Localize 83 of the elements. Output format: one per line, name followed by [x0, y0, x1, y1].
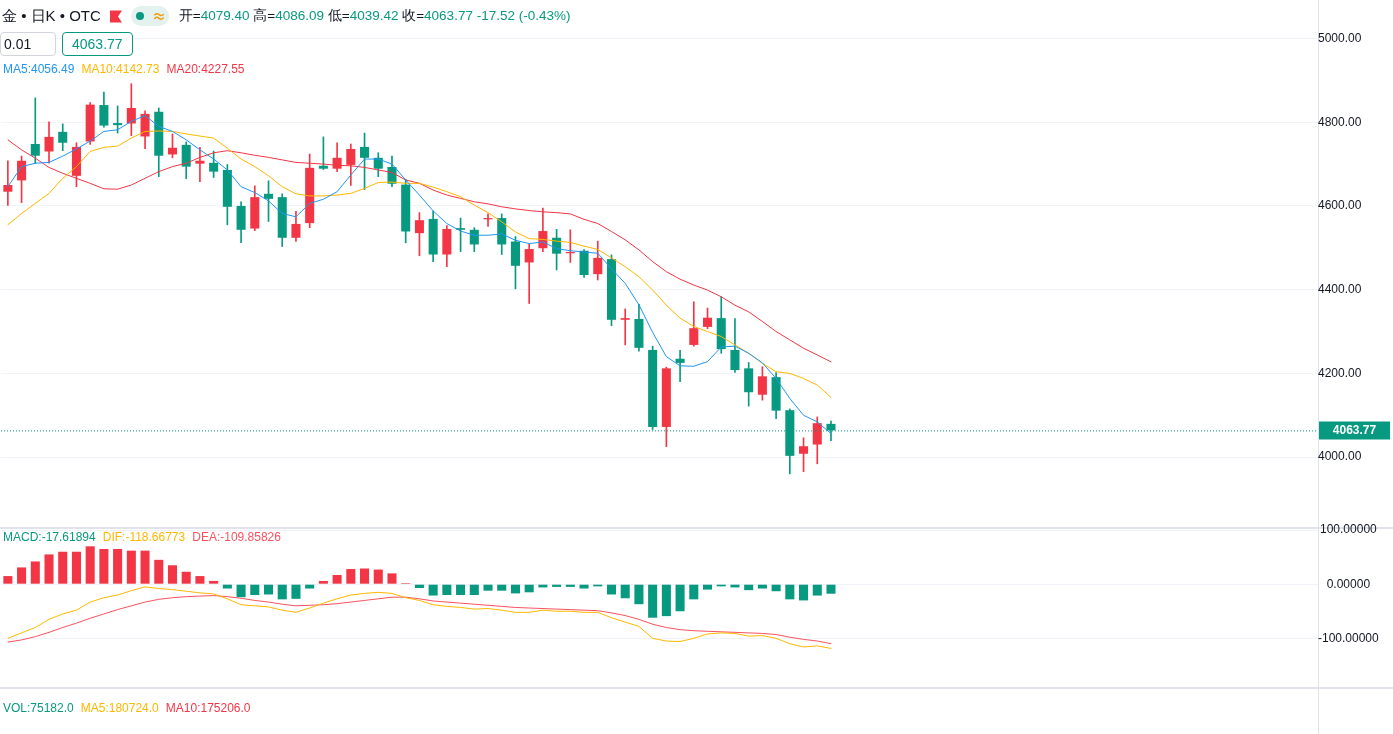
candlestick — [44, 121, 54, 164]
bar — [552, 584, 562, 587]
bar — [579, 584, 589, 589]
bar — [689, 584, 699, 600]
bar — [497, 584, 507, 591]
bar — [291, 584, 301, 599]
series-label: MACD:-17.61894 — [3, 530, 96, 545]
bar — [126, 550, 136, 584]
y-tick-label: 4600.00 — [1317, 198, 1362, 213]
text-field: 0.01 — [0, 32, 56, 56]
bar — [634, 584, 644, 605]
bar — [387, 573, 397, 584]
bar — [799, 584, 809, 601]
bar — [113, 549, 123, 584]
bar — [71, 551, 81, 584]
candlestick — [620, 308, 630, 346]
y-tick-label: 4000.00 — [1317, 449, 1362, 464]
bar — [675, 584, 685, 612]
bar — [661, 584, 671, 617]
bar — [510, 584, 520, 594]
bar — [167, 565, 178, 584]
annotation: 0.01 — [4, 36, 32, 52]
bar — [181, 571, 191, 584]
text: MA5:4056.49 — [3, 62, 75, 77]
bar — [360, 568, 370, 584]
bar — [154, 559, 164, 584]
bar — [771, 584, 781, 592]
y-tick-label: -100.00000 — [1317, 630, 1380, 645]
bar — [373, 569, 383, 584]
y-tick-label: 4200.00 — [1317, 365, 1362, 380]
bar — [469, 584, 479, 596]
y-tick-label: 5000.00 — [1317, 30, 1362, 45]
bar — [812, 584, 822, 596]
bar — [209, 580, 219, 584]
y-tick-label: 100.00000 — [1319, 522, 1378, 537]
bar — [524, 584, 534, 593]
bar — [483, 584, 493, 591]
bar — [757, 584, 767, 589]
bar — [442, 584, 452, 596]
bar — [332, 574, 342, 584]
text: 开=4079.40 高=4086.09 低=4039.42 收=4063.77 -17.52 (-0.43%) — [178, 8, 571, 23]
bar — [565, 584, 575, 587]
bar — [785, 584, 795, 600]
text-field: 4063.77 — [62, 32, 133, 56]
bar — [428, 584, 438, 596]
bar — [17, 567, 27, 584]
text: 金 • 日K • OTC — [2, 6, 101, 26]
bar — [648, 584, 658, 618]
bar — [222, 584, 232, 589]
ref-line-label: 4063.77 — [1332, 423, 1377, 438]
bar — [606, 584, 617, 595]
text: DEA:-109.85826 — [192, 530, 281, 545]
bar — [195, 576, 205, 584]
annotation: 4063.77 — [72, 36, 123, 52]
bar — [414, 584, 424, 588]
bar — [744, 584, 754, 591]
legend-label: VOL:75182.0 — [3, 701, 74, 716]
y-tick-label: 4800.00 — [1317, 114, 1362, 129]
bar — [456, 584, 466, 596]
bar — [702, 584, 713, 590]
bar — [263, 584, 274, 595]
bar — [620, 584, 630, 599]
legend-label: MA10:175206.0 — [165, 701, 251, 716]
bar — [236, 584, 246, 598]
bar — [99, 549, 109, 584]
bar — [3, 576, 13, 584]
bar — [30, 561, 40, 584]
text: MA20:4227.55 — [166, 62, 245, 77]
bar — [140, 550, 150, 584]
text: MA10:4142.73 — [81, 62, 160, 77]
bar — [85, 546, 95, 584]
y-tick-label: 0.00000 — [1326, 576, 1371, 591]
y-tick-label: 4400.00 — [1317, 281, 1362, 296]
bar — [250, 584, 260, 596]
bar — [277, 584, 287, 600]
legend-label: MA5:180724.0 — [80, 701, 159, 716]
bar — [826, 584, 836, 594]
bar — [318, 580, 328, 584]
text: DIF:-118.66773 — [102, 530, 186, 545]
bar — [44, 554, 54, 584]
bar — [58, 551, 68, 584]
bar — [305, 584, 315, 589]
bar — [346, 569, 356, 584]
